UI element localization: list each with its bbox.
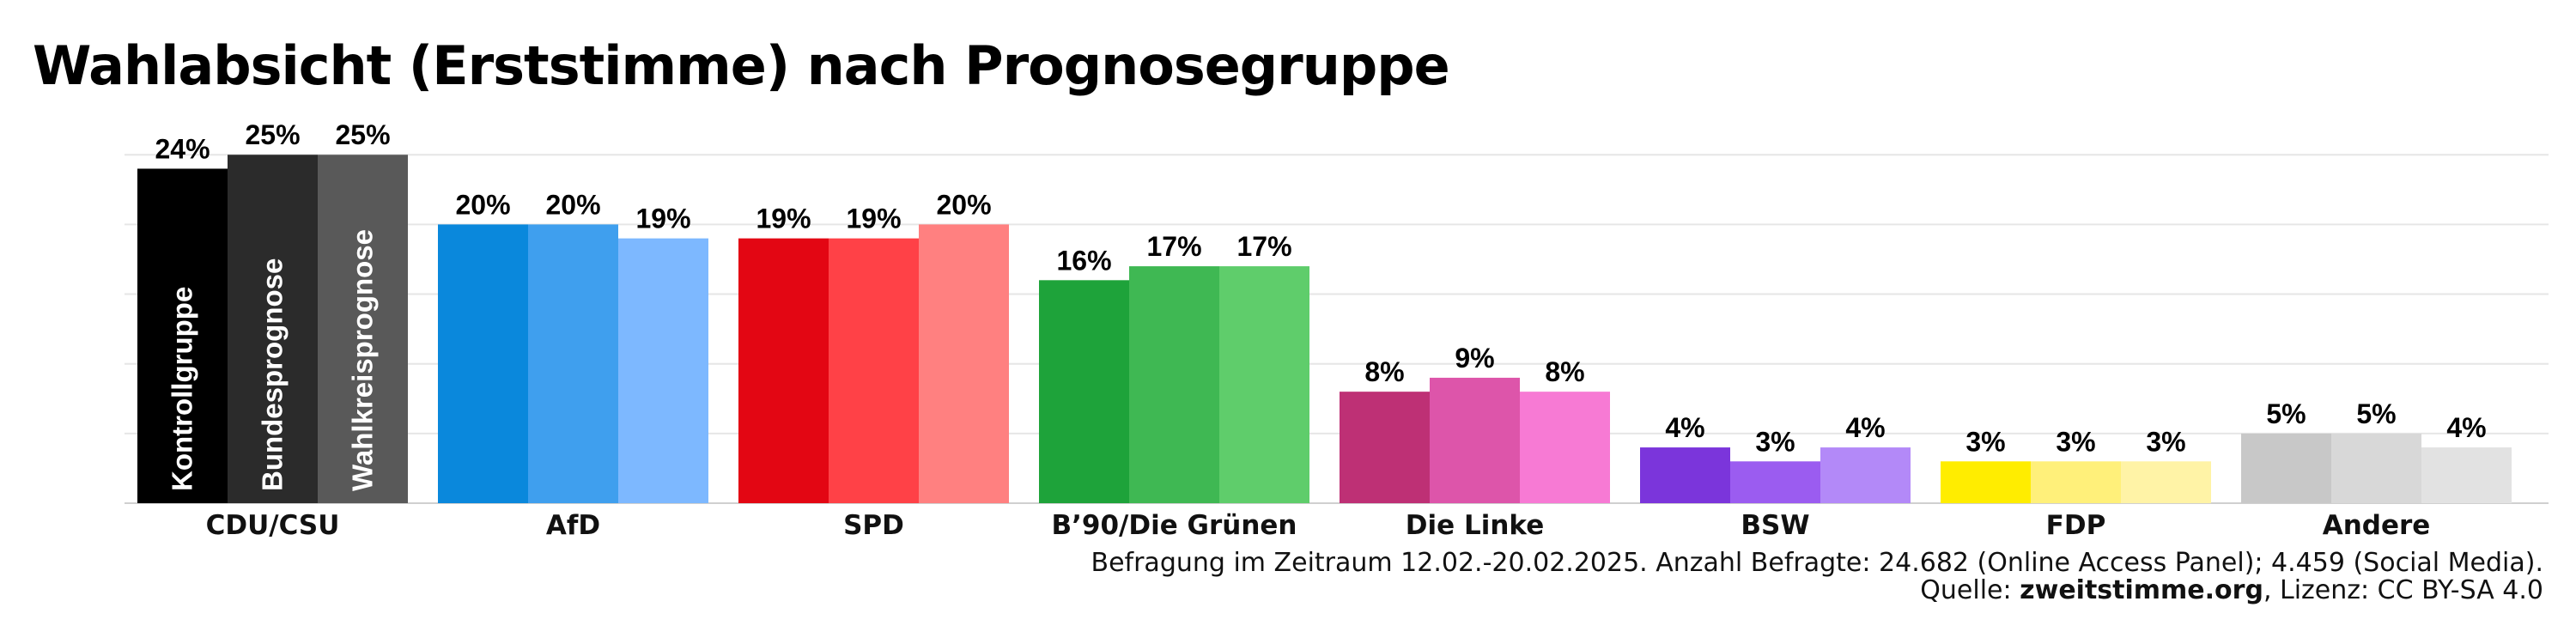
series-label: Wahlkreisprognose xyxy=(347,229,379,491)
category-label: Die Linke xyxy=(1406,510,1544,541)
bar-2-0 xyxy=(738,238,829,503)
bar-5-0 xyxy=(1640,447,1730,503)
category-label: B’90/Die Grünen xyxy=(1051,510,1297,541)
category-label: FDP xyxy=(2046,510,2106,541)
value-label: 16% xyxy=(1056,245,1111,276)
value-label: 9% xyxy=(1455,343,1494,374)
bar-3-1 xyxy=(1129,266,1219,503)
value-label: 8% xyxy=(1545,356,1584,387)
series-label: Bundesprognose xyxy=(257,258,289,491)
bar-4-1 xyxy=(1430,377,1520,503)
bar-1-1 xyxy=(528,224,618,503)
value-label: 4% xyxy=(2446,412,2486,443)
bar-2-1 xyxy=(829,238,919,503)
value-label: 3% xyxy=(1965,426,2005,457)
bar-7-1 xyxy=(2331,433,2421,503)
value-label: 20% xyxy=(455,189,510,220)
value-label: 25% xyxy=(245,119,300,150)
bar-1-0 xyxy=(438,224,528,503)
value-label: 24% xyxy=(155,133,210,164)
category-label: BSW xyxy=(1741,510,1809,541)
chart-title: Wahlabsicht (Erststimme) nach Prognosegr… xyxy=(33,34,1450,97)
bar-6-1 xyxy=(2031,461,2121,503)
value-label: 20% xyxy=(545,189,600,220)
bar-5-2 xyxy=(1820,447,1911,503)
value-label: 3% xyxy=(1755,426,1795,457)
value-label: 3% xyxy=(2146,426,2185,457)
bar-4-0 xyxy=(1340,392,1430,503)
value-label: 4% xyxy=(1665,412,1704,443)
category-label: AfD xyxy=(546,510,600,541)
category-label: Andere xyxy=(2323,510,2431,541)
bar-2-2 xyxy=(919,224,1009,503)
value-label: 19% xyxy=(635,204,690,234)
value-label: 5% xyxy=(2356,398,2396,429)
value-label: 19% xyxy=(846,204,901,234)
bar-chart: 24% 25% 25% 20% 20% 19% 19% 19% 20% 16% 17% 17% 8% 9%… xyxy=(125,119,2549,541)
bar-3-2 xyxy=(1219,266,1309,503)
value-label: 20% xyxy=(936,189,991,220)
value-label: 3% xyxy=(2056,426,2095,457)
value-label: 8% xyxy=(1364,356,1404,387)
category-label: SPD xyxy=(843,510,904,541)
value-label: 4% xyxy=(1845,412,1885,443)
value-labels: 24% 25% 25% 20% 20% 19% 19% 19% 20% 16% 17% 17% 8% 9%… xyxy=(155,119,2486,457)
bar-5-1 xyxy=(1730,461,1820,503)
category-label: CDU/CSU xyxy=(206,510,340,541)
bar-6-2 xyxy=(2121,461,2211,503)
license-text: , Lizenz: CC BY-SA 4.0 xyxy=(2263,575,2543,605)
source-note: Quelle: zweitstimme.org, Lizenz: CC BY-S… xyxy=(1920,575,2543,605)
bar-0-1 xyxy=(228,155,318,503)
series-label: Kontrollgruppe xyxy=(167,287,198,491)
source-link[interactable]: zweitstimme.org xyxy=(2020,575,2263,605)
value-label: 25% xyxy=(335,119,390,150)
bar-4-2 xyxy=(1520,392,1610,503)
value-label: 5% xyxy=(2266,398,2306,429)
category-labels: CDU/CSU AfD SPD B’90/Die Grünen Die Linke BSW… xyxy=(206,510,2431,541)
bar-3-0 xyxy=(1039,280,1129,503)
bar-7-2 xyxy=(2421,447,2512,503)
source-prefix: Quelle: xyxy=(1920,575,2020,605)
survey-note-text: Befragung im Zeitraum 12.02.-20.02.2025.… xyxy=(1091,548,2544,578)
bar-6-0 xyxy=(1941,461,2031,503)
bar-0-2 xyxy=(318,155,408,503)
value-label: 17% xyxy=(1146,231,1201,262)
survey-note: Befragung im Zeitraum 12.02.-20.02.2025.… xyxy=(1091,548,2544,578)
bar-7-0 xyxy=(2241,433,2331,503)
bar-1-2 xyxy=(618,238,708,503)
series-labels: Kontrollgruppe Bundesprognose Wahlkreispro… xyxy=(167,229,379,491)
bar-0-0 xyxy=(137,168,228,503)
value-label: 19% xyxy=(756,204,811,234)
value-label: 17% xyxy=(1236,231,1291,262)
bars xyxy=(137,155,2512,503)
